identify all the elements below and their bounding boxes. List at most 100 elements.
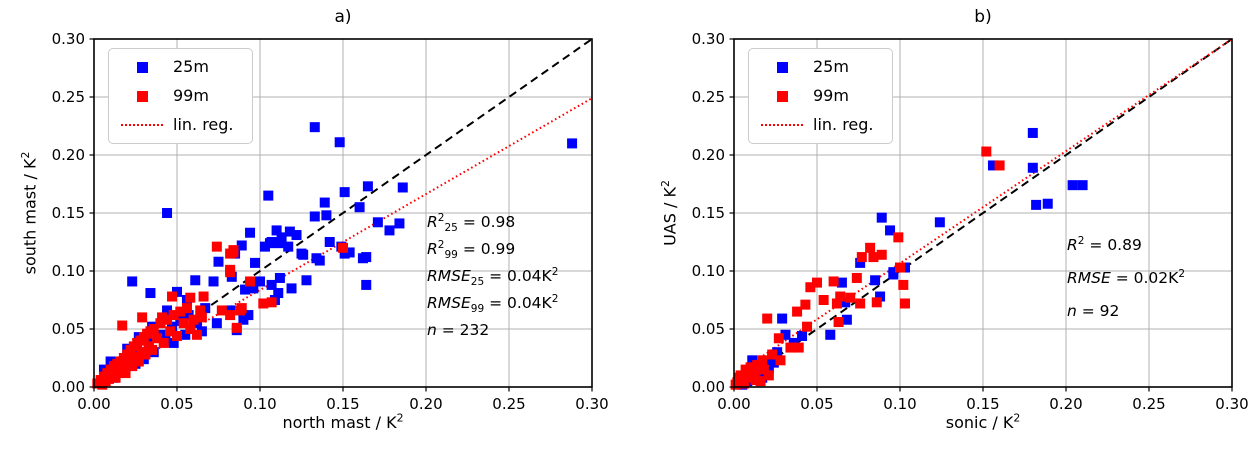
- marker-99m: [175, 306, 186, 317]
- marker-25m: [324, 237, 335, 247]
- legend-entry-99m: 99m: [119, 85, 234, 107]
- subplot-b: b) UAS / K2 sonic / K2 0.00 0.05 0.10 0.15 0…: [659, 7, 1249, 432]
- marker-99m: [738, 378, 749, 389]
- legend-entry-25m: 25m: [759, 56, 874, 78]
- marker-25m: [361, 252, 372, 263]
- y-tick-label: 0.20: [51, 146, 85, 164]
- marker-25m: [162, 208, 173, 218]
- marker-25m: [245, 227, 256, 238]
- marker-99m: [147, 344, 158, 355]
- marker-99m: [750, 375, 761, 386]
- marker-25m: [311, 253, 322, 264]
- marker-25m: [768, 357, 779, 368]
- x-tick-label: 0.05: [800, 395, 834, 413]
- marker-25m: [797, 330, 808, 341]
- marker-25m: [286, 283, 297, 294]
- marker-99m: [148, 324, 159, 334]
- marker-99m: [258, 298, 269, 309]
- x-tick-label: 0.10: [243, 395, 277, 413]
- marker-25m: [361, 279, 372, 290]
- marker-25m: [321, 210, 332, 221]
- legend-marker-icon: [136, 90, 148, 102]
- marker-25m: [825, 329, 836, 340]
- marker-25m: [271, 225, 282, 236]
- legend-marker-icon: [776, 61, 788, 73]
- marker-99m: [898, 279, 909, 290]
- marker-99m: [828, 276, 839, 287]
- marker-99m: [211, 241, 222, 252]
- marker-25m: [841, 314, 852, 325]
- legend-label: 25m: [173, 57, 209, 76]
- marker-99m: [172, 330, 182, 341]
- subplot-b-stats-annotation: R2 = 0.89 RMSE = 0.02K2 n = 92: [1067, 236, 1185, 335]
- stats-line: n = 232: [427, 321, 490, 339]
- subplot-a-x-axis-label: north mast / K2: [282, 411, 404, 432]
- marker-25m: [888, 269, 899, 280]
- x-tick-label: 0.25: [492, 395, 526, 413]
- marker-99m: [871, 297, 882, 308]
- marker-25m: [263, 190, 274, 201]
- marker-99m: [845, 292, 856, 303]
- marker-99m: [198, 291, 209, 302]
- marker-25m: [319, 197, 330, 208]
- marker-25m: [180, 329, 191, 340]
- subplot-a-title: a): [334, 7, 352, 27]
- marker-99m: [855, 298, 866, 309]
- subplot-a-legend: 25m 99m lin. reg.: [108, 48, 253, 144]
- legend-dotted-line-icon: [121, 124, 163, 126]
- stats-line: RMSE25 = 0.04K2: [427, 265, 559, 289]
- subplot-a-y-axis-label: south mast / K2: [19, 151, 40, 275]
- marker-25m: [987, 160, 998, 171]
- y-tick-label: 0.25: [51, 88, 85, 106]
- x-tick-label: 0.20: [1049, 395, 1083, 413]
- subplot-b-plot-area: [729, 38, 1233, 392]
- marker-25m: [284, 226, 295, 237]
- stats-line: R299 = 0.99: [427, 238, 516, 262]
- subplot-b-title: b): [974, 7, 992, 27]
- marker-25m: [876, 212, 887, 223]
- marker-25m: [372, 217, 383, 228]
- marker-99m: [733, 372, 744, 383]
- marker-25m: [1027, 127, 1038, 138]
- stats-line: n = 92: [1067, 302, 1120, 320]
- subplot-a-plot-area: [89, 38, 593, 392]
- marker-25m: [273, 288, 284, 299]
- legend-label: 25m: [813, 57, 849, 76]
- y-tick-label: 0.30: [51, 30, 85, 48]
- marker-25m: [283, 241, 294, 252]
- marker-25m: [309, 211, 320, 222]
- subplot-a: a) south mast / K2 north mast / K2 0.00 0…: [19, 7, 609, 432]
- legend-label: lin. reg.: [173, 115, 234, 134]
- marker-99m: [191, 329, 202, 340]
- stats-line: R2 = 0.89: [1067, 234, 1142, 254]
- marker-25m: [1077, 180, 1088, 191]
- marker-99m: [195, 305, 206, 316]
- marker-99m: [865, 242, 876, 253]
- x-tick-label: 0.15: [966, 395, 1000, 413]
- x-tick-label: 0.20: [409, 395, 443, 413]
- marker-25m: [255, 276, 265, 287]
- legend-entry-lin-reg-: lin. reg.: [119, 114, 234, 136]
- marker-99m: [981, 146, 992, 157]
- marker-99m: [758, 364, 769, 375]
- marker-99m: [225, 267, 236, 278]
- y-tick-label: 0.25: [691, 88, 725, 106]
- legend-label: lin. reg.: [813, 115, 874, 134]
- y-tick-label: 0.20: [691, 146, 725, 164]
- marker-25m: [240, 284, 251, 295]
- subplot-b-x-axis-label: sonic / K2: [945, 411, 1021, 432]
- legend-marker-icon: [776, 90, 788, 102]
- marker-25m: [127, 276, 138, 287]
- marker-99m: [740, 364, 751, 375]
- marker-99m: [110, 372, 121, 383]
- marker-25m: [567, 138, 578, 149]
- stats-line: RMSE = 0.02K2: [1067, 267, 1186, 287]
- marker-99m: [152, 333, 163, 344]
- marker-99m: [812, 277, 822, 288]
- marker-99m: [773, 333, 784, 344]
- x-tick-label: 0.30: [1215, 395, 1249, 413]
- marker-25m: [243, 310, 254, 321]
- marker-99m: [155, 318, 166, 329]
- marker-25m: [870, 275, 881, 286]
- marker-25m: [168, 337, 179, 348]
